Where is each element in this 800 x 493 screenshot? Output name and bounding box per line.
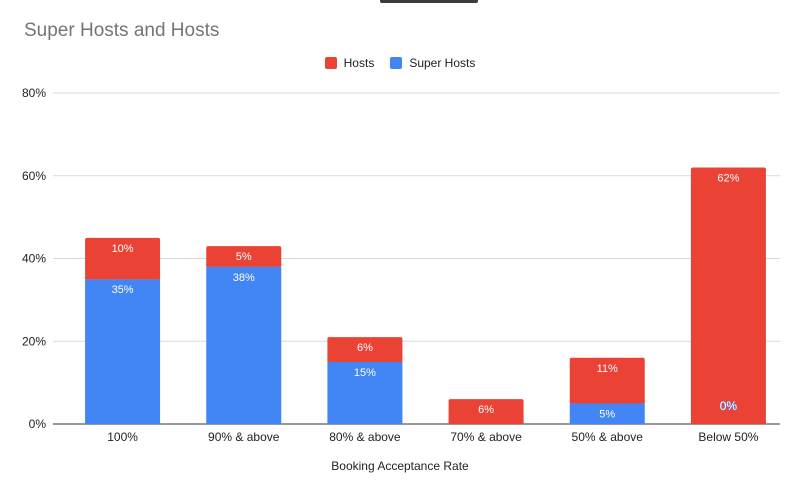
data-label-super-hosts: 0%: [720, 399, 738, 413]
data-label-hosts: 10%: [112, 243, 134, 255]
data-label-super-hosts: 38%: [233, 272, 255, 284]
bar-hosts-base: [85, 276, 161, 280]
bar-hosts: [327, 337, 403, 362]
bar-hosts: [206, 246, 282, 267]
chart-legend: Hosts Super Hosts: [0, 56, 800, 70]
bar-super-hosts: [569, 403, 645, 424]
legend-swatch-super-hosts: [390, 57, 403, 69]
data-label-hosts: 11%: [597, 363, 618, 375]
data-label-hosts: 6%: [478, 404, 494, 416]
data-label-super-hosts: 5%: [599, 408, 615, 420]
legend-label-super-hosts: Super Hosts: [409, 56, 476, 70]
y-tick-label: 0%: [29, 417, 47, 431]
x-tick-label: 90% & above: [208, 430, 280, 444]
legend-label-hosts: Hosts: [343, 56, 375, 70]
data-label-super-hosts: 35%: [112, 284, 134, 296]
bar-hosts-base: [206, 263, 282, 267]
bar-super-hosts: [327, 361, 403, 424]
data-label-hosts: 5%: [236, 251, 252, 263]
legend-item-super-hosts: Super Hosts: [390, 56, 475, 70]
bar-hosts: [448, 399, 524, 424]
bar-super-hosts: [206, 266, 282, 424]
window-tab-handle: [380, 0, 478, 3]
y-tick-label: 20%: [22, 334, 46, 348]
data-label-hosts: 62%: [717, 172, 739, 184]
bar-hosts-base: [448, 421, 524, 424]
bar-hosts-base: [690, 421, 766, 424]
bar-hosts-base: [569, 400, 645, 404]
bar-super-hosts: [85, 279, 161, 424]
x-tick-label: 80% & above: [329, 430, 401, 444]
legend-swatch-hosts: [324, 57, 337, 69]
bar-hosts: [569, 357, 645, 404]
y-tick-label: 60%: [22, 169, 46, 183]
bar-hosts: [690, 167, 766, 424]
x-tick-label: 50% & above: [572, 430, 644, 444]
x-axis-title: Booking Acceptance Rate: [331, 459, 469, 473]
data-label-super-hosts: 15%: [354, 367, 376, 379]
x-tick-label: Below 50%: [698, 430, 758, 444]
legend-item-hosts: Hosts: [324, 56, 375, 70]
x-tick-label: 100%: [107, 430, 138, 444]
data-label-hosts: 6%: [357, 342, 373, 354]
y-tick-label: 40%: [22, 252, 46, 266]
bar-hosts-base: [327, 358, 403, 362]
y-tick-label: 80%: [22, 86, 46, 100]
chart-title: Super Hosts and Hosts: [24, 20, 220, 41]
bar-hosts: [85, 237, 161, 280]
x-tick-label: 70% & above: [450, 430, 522, 444]
